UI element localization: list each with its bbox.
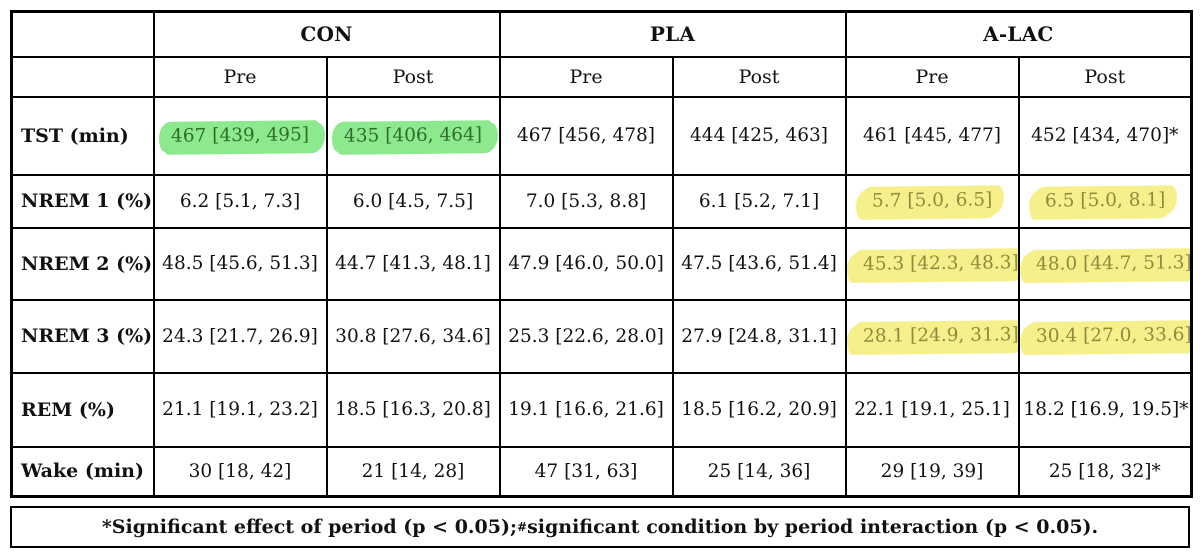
value-cell: 18.5 [16.2, 20.9] <box>671 371 847 448</box>
value-cell: 19.1 [16.6, 21.6] <box>498 371 674 448</box>
value-cell: 22.1 [19.1, 25.1] <box>844 371 1020 448</box>
value-cell: 6.5 [5.0, 8.1] <box>1017 173 1193 229</box>
corner-cell-2 <box>10 55 155 98</box>
value-cell: 452 [434, 470]* <box>1017 95 1193 176</box>
value-cell: 30 [18, 42] <box>152 445 328 498</box>
sleep-metrics-table: CON PLA A-LAC Pre Post Pre Post Pre Post… <box>10 10 1194 498</box>
period-header-row: Pre Post Pre Post Pre Post <box>10 55 1193 98</box>
value-cell: 30.8 [27.6, 34.6] <box>325 298 501 374</box>
table-row: NREM 3 (%) 24.3 [21.7, 26.9] 30.8 [27.6, 3… <box>10 298 1193 374</box>
value-cell: 6.2 [5.1, 7.3] <box>152 173 328 229</box>
value-cell: 47 [31, 63] <box>498 445 674 498</box>
green-marker-highlight: 467 [439, 495] <box>158 119 322 152</box>
row-label: NREM 3 (%) <box>10 298 155 374</box>
value-cell: 467 [439, 495] <box>152 95 328 176</box>
value-cell: 5.7 [5.0, 6.5] <box>844 173 1020 229</box>
value-cell: 435 [406, 464] <box>325 95 501 176</box>
corner-cell <box>10 10 155 58</box>
footnote-text-1: *Significant effect of period (p < 0.05)… <box>101 516 517 538</box>
yellow-marker-highlight: 28.1 [24.9, 31.3] <box>850 320 1017 352</box>
table-row: Wake (min) 30 [18, 42] 21 [14, 28] 47 [31, … <box>10 445 1193 498</box>
value-cell: 28.1 [24.9, 31.3] <box>844 298 1020 374</box>
row-label: REM (%) <box>10 371 155 448</box>
value-cell: 29 [19, 39] <box>844 445 1020 498</box>
group-header-row: CON PLA A-LAC <box>10 10 1193 58</box>
period-header-alac-post: Post <box>1017 55 1193 98</box>
yellow-marker-highlight: 5.7 [5.0, 6.5] <box>859 185 1005 217</box>
group-header-pla: PLA <box>498 10 847 58</box>
value-cell: 21.1 [19.1, 23.2] <box>152 371 328 448</box>
value-cell: 461 [445, 477] <box>844 95 1020 176</box>
hash-superscript: # <box>1191 322 1192 336</box>
group-header-alac: A-LAC <box>844 10 1193 58</box>
period-header-alac-pre: Pre <box>844 55 1020 98</box>
table-row: REM (%) 21.1 [19.1, 23.2] 18.5 [16.3, 20.8… <box>10 371 1193 448</box>
row-label: TST (min) <box>10 95 155 176</box>
value-cell: 18.5 [16.3, 20.8] <box>325 371 501 448</box>
value-cell: 467 [456, 478] <box>498 95 674 176</box>
value-cell: 47.5 [43.6, 51.4] <box>671 226 847 301</box>
value-cell: 6.1 [5.2, 7.1] <box>671 173 847 229</box>
value-cell: 7.0 [5.3, 8.8] <box>498 173 674 229</box>
yellow-marker-highlight: 48.0 [44.7, 51.3]# <box>1023 247 1192 280</box>
value-cell: 21 [14, 28] <box>325 445 501 498</box>
table-row: NREM 2 (%) 48.5 [45.6, 51.3] 44.7 [41.3, 4… <box>10 226 1193 301</box>
yellow-marker-highlight: 6.5 [5.0, 8.1] <box>1032 185 1178 217</box>
row-label: NREM 2 (%) <box>10 226 155 301</box>
value-cell: 25 [18, 32]* <box>1017 445 1193 498</box>
value-cell: 48.5 [45.6, 51.3] <box>152 226 328 301</box>
footnote-box: *Significant effect of period (p < 0.05)… <box>10 506 1190 548</box>
value-cell: 47.9 [46.0, 50.0] <box>498 226 674 301</box>
table-row: TST (min) 467 [439, 495] 435 [406, 464] 467… <box>10 95 1193 176</box>
value-cell: 24.3 [21.7, 26.9] <box>152 298 328 374</box>
value-cell: 45.3 [42.3, 48.3] <box>844 226 1020 301</box>
value-cell: 30.4 [27.0, 33.6]# <box>1017 298 1193 374</box>
value-cell: 44.7 [41.3, 48.1] <box>325 226 501 301</box>
period-header-con-pre: Pre <box>152 55 328 98</box>
row-label: NREM 1 (%) <box>10 173 155 229</box>
value-cell: 18.2 [16.9, 19.5]* <box>1017 371 1193 448</box>
hash-superscript: # <box>1191 249 1192 263</box>
value-cell: 25.3 [22.6, 28.0] <box>498 298 674 374</box>
period-header-con-post: Post <box>325 55 501 98</box>
green-marker-highlight: 435 [406, 464] <box>331 119 495 152</box>
period-header-pla-pre: Pre <box>498 55 674 98</box>
yellow-marker-highlight: 30.4 [27.0, 33.6]# <box>1023 320 1192 352</box>
value-cell: 6.0 [4.5, 7.5] <box>325 173 501 229</box>
value-cell: 27.9 [24.8, 31.1] <box>671 298 847 374</box>
period-header-pla-post: Post <box>671 55 847 98</box>
row-label: Wake (min) <box>10 445 155 498</box>
value-cell: 48.0 [44.7, 51.3]# <box>1017 226 1193 301</box>
footnote-text-2: significant condition by period interact… <box>527 516 1099 538</box>
yellow-marker-highlight: 45.3 [42.3, 48.3] <box>850 247 1017 280</box>
group-header-con: CON <box>152 10 501 58</box>
value-cell: 25 [14, 36] <box>671 445 847 498</box>
table-row: NREM 1 (%) 6.2 [5.1, 7.3] 6.0 [4.5, 7.5] 7.… <box>10 173 1193 229</box>
value-cell: 444 [425, 463] <box>671 95 847 176</box>
